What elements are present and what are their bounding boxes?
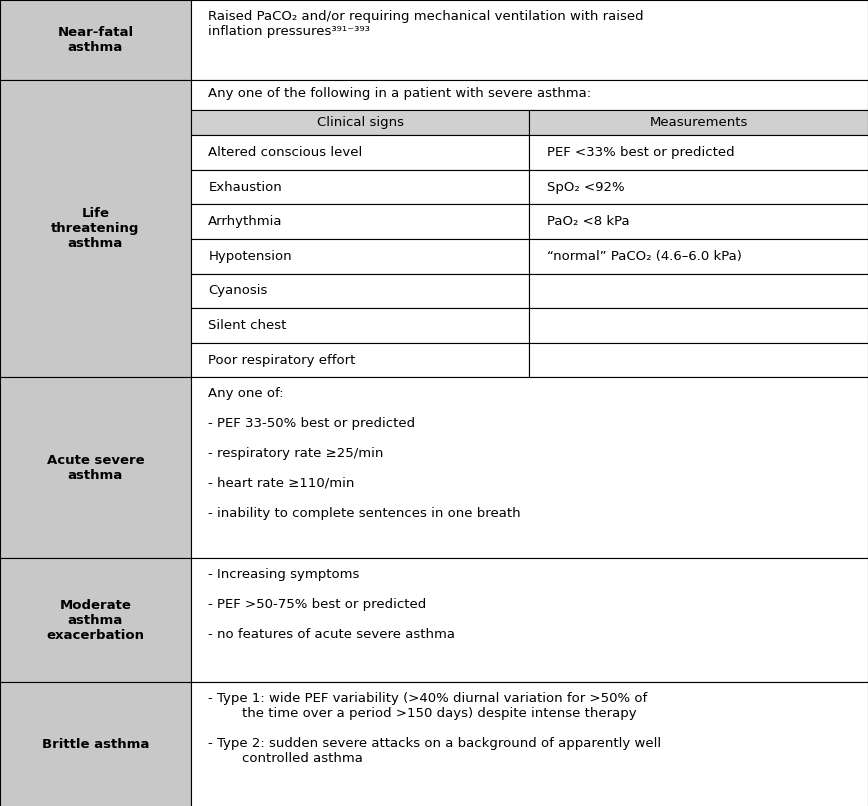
Bar [0, 0, 191, 81]
Bar [191, 135, 529, 170]
Bar [0, 558, 191, 683]
Bar [0, 683, 191, 806]
Text: - Increasing symptoms

- PEF >50-75% best or predicted

- no features of acute s: - Increasing symptoms - PEF >50-75% best… [208, 567, 456, 641]
Text: Any one of:

- PEF 33-50% best or predicted

- respiratory rate ≥25/min

- heart: Any one of: - PEF 33-50% best or predict… [208, 387, 521, 520]
Bar [191, 683, 868, 806]
Bar [529, 308, 868, 343]
Bar [529, 205, 868, 239]
Bar [529, 170, 868, 205]
Bar [529, 110, 868, 135]
Text: Near-fatal
asthma: Near-fatal asthma [57, 26, 134, 54]
Bar [191, 377, 868, 558]
Bar [191, 558, 868, 683]
Text: Altered conscious level: Altered conscious level [208, 146, 363, 159]
Bar [191, 343, 529, 377]
Bar [191, 110, 529, 135]
Text: Clinical signs: Clinical signs [317, 116, 404, 129]
Text: Any one of the following in a patient with severe asthma:: Any one of the following in a patient wi… [208, 87, 591, 100]
Bar [529, 343, 868, 377]
Bar [191, 239, 529, 273]
Bar [529, 239, 868, 273]
Text: Cyanosis: Cyanosis [208, 285, 267, 297]
Text: Raised PaCO₂ and/or requiring mechanical ventilation with raised
inflation press: Raised PaCO₂ and/or requiring mechanical… [208, 10, 644, 38]
Bar [191, 308, 529, 343]
Text: Exhaustion: Exhaustion [208, 181, 282, 193]
Text: PaO₂ <8 kPa: PaO₂ <8 kPa [547, 215, 629, 228]
Bar [0, 377, 191, 558]
Text: Silent chest: Silent chest [208, 319, 286, 332]
Bar [529, 273, 868, 308]
Bar [529, 135, 868, 170]
Text: Life
threatening
asthma: Life threatening asthma [51, 207, 140, 251]
Text: Arrhythmia: Arrhythmia [208, 215, 283, 228]
Text: PEF <33% best or predicted: PEF <33% best or predicted [547, 146, 734, 159]
Bar [191, 273, 529, 308]
Bar [191, 81, 868, 110]
Bar [191, 0, 868, 81]
Text: Measurements: Measurements [649, 116, 748, 129]
Bar [0, 81, 191, 377]
Text: “normal” PaCO₂ (4.6–6.0 kPa): “normal” PaCO₂ (4.6–6.0 kPa) [547, 250, 742, 263]
Bar [191, 170, 529, 205]
Text: Moderate
asthma
exacerbation: Moderate asthma exacerbation [47, 599, 144, 642]
Text: Hypotension: Hypotension [208, 250, 292, 263]
Text: Acute severe
asthma: Acute severe asthma [47, 454, 144, 482]
Text: Poor respiratory effort: Poor respiratory effort [208, 354, 356, 367]
Text: SpO₂ <92%: SpO₂ <92% [547, 181, 624, 193]
Bar [191, 205, 529, 239]
Text: Brittle asthma: Brittle asthma [42, 738, 149, 751]
Text: - Type 1: wide PEF variability (>40% diurnal variation for >50% of
        the t: - Type 1: wide PEF variability (>40% diu… [208, 692, 661, 765]
